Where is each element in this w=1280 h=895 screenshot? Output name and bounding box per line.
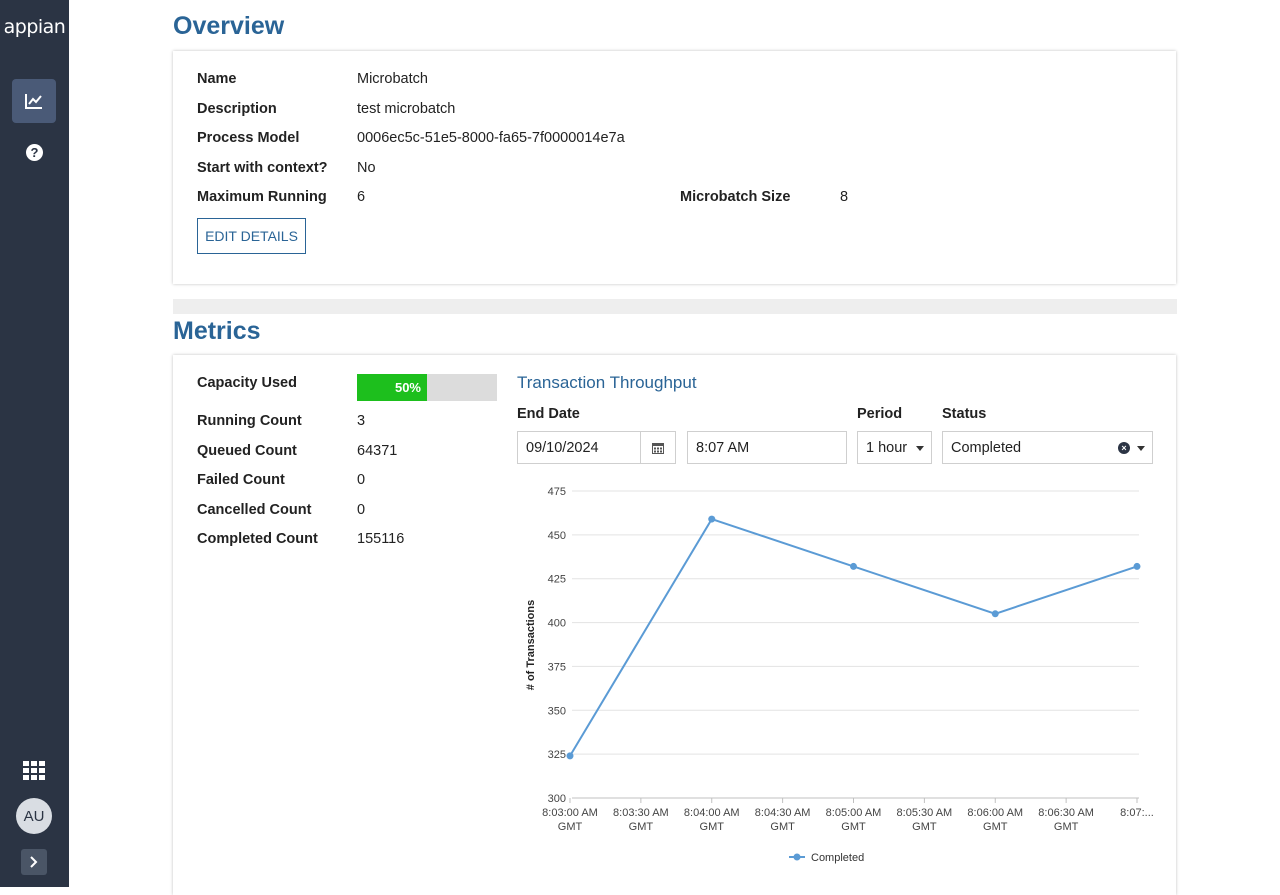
chart-line-icon (25, 94, 42, 109)
end-date-label: End Date (517, 406, 580, 422)
running-count-value: 3 (357, 413, 366, 429)
appian-logo: appian (3, 16, 66, 38)
status-dropdown[interactable]: Completed × (942, 431, 1153, 464)
y-tick-label: 400 (548, 618, 566, 630)
microbatch-size-value: 8 (840, 189, 849, 205)
x-tick-label: 8:03:00 AM GMT (542, 807, 598, 833)
microbatch-size-label: Microbatch Size (680, 189, 791, 205)
data-point[interactable] (708, 515, 716, 523)
y-tick-label: 475 (548, 486, 566, 498)
y-tick-label: 450 (548, 530, 566, 542)
status-label: Status (942, 406, 987, 422)
process-model-label: Process Model (197, 130, 300, 146)
description-value: test microbatch (357, 101, 456, 117)
chart-grid (572, 490, 1139, 799)
period-value: 1 hour (866, 439, 908, 456)
x-axis-ticks: 8:03:00 AM GMT 8:03:30 AM GMT 8:04:00 AM GMT 8… (542, 798, 1154, 833)
capacity-label: Capacity Used (197, 375, 297, 391)
y-axis-label: # of Transactions (525, 600, 537, 690)
x-tick-label: 8:03:30 AM GMT (613, 807, 669, 833)
calendar-button[interactable] (640, 432, 675, 463)
process-model-value: 0006ec5c-51e5-8000-fa65-7f0000014e7a (357, 130, 625, 146)
overview-title: Overview (173, 12, 285, 40)
failed-count-label: Failed Count (197, 472, 285, 488)
metrics-card: Capacity Used 50% Running Count 3 Queued… (173, 355, 1176, 895)
queued-count-value: 64371 (357, 443, 398, 459)
x-tick-label: 8:04:30 AM GMT (755, 807, 811, 833)
end-time-input[interactable]: 8:07 AM (687, 431, 847, 464)
end-date-value: 09/10/2024 (526, 439, 599, 456)
data-point[interactable] (991, 610, 999, 618)
y-tick-label: 375 (548, 661, 566, 673)
cancelled-count-value: 0 (357, 502, 366, 518)
data-point[interactable] (850, 562, 857, 570)
description-label: Description (197, 101, 277, 117)
y-tick-label: 300 (548, 793, 566, 805)
data-point[interactable] (566, 752, 574, 760)
name-value: Microbatch (357, 71, 428, 87)
max-running-value: 6 (357, 189, 366, 205)
metrics-title: Metrics (173, 317, 261, 345)
section-divider (173, 299, 1177, 314)
cancelled-count-label: Cancelled Count (197, 502, 312, 518)
legend-marker (793, 853, 801, 861)
x-tick-label: 8:05:30 AM GMT (897, 807, 953, 833)
period-dropdown[interactable]: 1 hour (857, 431, 932, 464)
y-tick-label: 350 (548, 705, 566, 717)
x-tick-label: 8:07:... (1120, 807, 1154, 819)
completed-count-label: Completed Count (197, 531, 318, 547)
x-tick-label: 8:06:30 AM GMT (1038, 807, 1094, 833)
running-count-label: Running Count (197, 413, 302, 429)
x-tick-label: 8:06:00 AM GMT (967, 807, 1023, 833)
data-point[interactable] (1133, 562, 1141, 570)
user-avatar[interactable]: AU (16, 798, 52, 834)
chevron-right-icon (30, 856, 38, 868)
failed-count-value: 0 (357, 472, 366, 488)
help-icon[interactable]: ? (26, 144, 43, 161)
period-label: Period (857, 406, 903, 422)
expand-sidebar-button[interactable] (21, 849, 47, 875)
chevron-down-icon (1137, 446, 1145, 451)
x-tick-label: 8:04:00 AM GMT (684, 807, 740, 833)
chart-legend[interactable]: Completed (789, 852, 864, 864)
start-context-value: No (357, 160, 376, 176)
name-label: Name (197, 71, 237, 87)
sidebar: appian ? AU (0, 0, 69, 887)
y-tick-label: 325 (548, 749, 566, 761)
max-running-label: Maximum Running (197, 189, 327, 205)
end-date-input[interactable]: 09/10/2024 (517, 431, 676, 464)
edit-details-button[interactable]: EDIT DETAILS (197, 218, 306, 254)
end-time-value: 8:07 AM (696, 439, 750, 456)
status-value: Completed (951, 439, 1022, 456)
legend-label: Completed (811, 852, 864, 864)
y-axis-ticks: 300 325 350 375 400 425 450 475 (548, 486, 566, 805)
capacity-progress-bar: 50% (357, 374, 497, 401)
queued-count-label: Queued Count (197, 443, 297, 459)
series-completed (566, 515, 1141, 760)
series-line (569, 517, 1138, 757)
throughput-title: Transaction Throughput (517, 373, 697, 392)
x-tick-label: 8:05:00 AM GMT (826, 807, 882, 833)
capacity-progress-fill: 50% (357, 374, 427, 401)
chevron-down-icon (916, 446, 924, 451)
clear-icon[interactable]: × (1118, 442, 1130, 454)
y-tick-label: 425 (548, 574, 566, 586)
overview-card: Name Microbatch Description test microba… (173, 51, 1176, 284)
calendar-icon (652, 442, 664, 454)
start-context-label: Start with context? (197, 160, 328, 176)
app-grid-icon[interactable] (23, 761, 45, 781)
nav-monitoring-button[interactable] (12, 79, 56, 123)
completed-count-value: 155116 (357, 531, 405, 547)
